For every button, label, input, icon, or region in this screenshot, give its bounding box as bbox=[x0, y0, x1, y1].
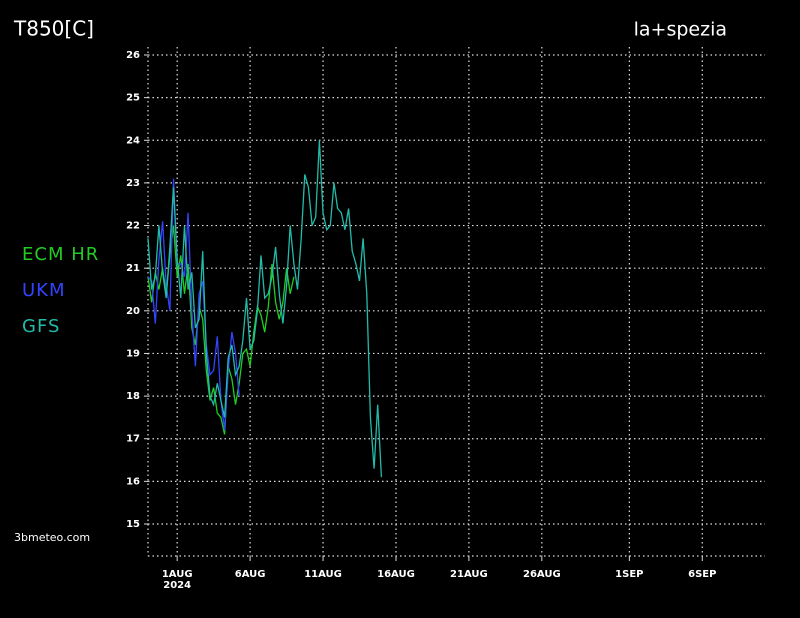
x-tick-label: 1SEP bbox=[615, 569, 643, 580]
y-tick-label: 15 bbox=[126, 519, 140, 530]
series-line bbox=[147, 140, 383, 478]
y-tick-label: 26 bbox=[126, 50, 140, 61]
y-tick-label: 22 bbox=[126, 221, 140, 232]
y-tick-label: 17 bbox=[126, 434, 140, 445]
legend-entry: GFS bbox=[22, 316, 60, 337]
location: la+spezia bbox=[634, 19, 727, 41]
chart-title: T850[C] bbox=[13, 17, 94, 41]
watermark: 3bmeteo.com bbox=[14, 531, 90, 544]
x-tick-label: 16AUG bbox=[377, 569, 415, 580]
y-tick-label: 25 bbox=[126, 93, 140, 104]
year-label: 2024 bbox=[163, 580, 191, 591]
y-tick-label: 20 bbox=[126, 306, 140, 317]
x-tick-label: 21AUG bbox=[450, 569, 488, 580]
x-tick-label: 1AUG bbox=[162, 569, 193, 580]
x-tick-label: 6SEP bbox=[688, 569, 716, 580]
legend-entry: ECM HR bbox=[22, 244, 99, 265]
y-tick-label: 19 bbox=[126, 348, 140, 359]
series-line bbox=[147, 178, 240, 431]
x-tick-label: 6AUG bbox=[235, 569, 266, 580]
y-tick-label: 16 bbox=[126, 476, 140, 487]
y-tick-label: 21 bbox=[126, 263, 140, 274]
y-tick-label: 23 bbox=[126, 178, 140, 189]
legend-entry: UKM bbox=[22, 280, 66, 301]
x-tick-label: 26AUG bbox=[523, 569, 561, 580]
y-tick-label: 18 bbox=[126, 391, 140, 402]
y-tick-label: 24 bbox=[126, 135, 140, 146]
x-tick-label: 11AUG bbox=[304, 569, 342, 580]
